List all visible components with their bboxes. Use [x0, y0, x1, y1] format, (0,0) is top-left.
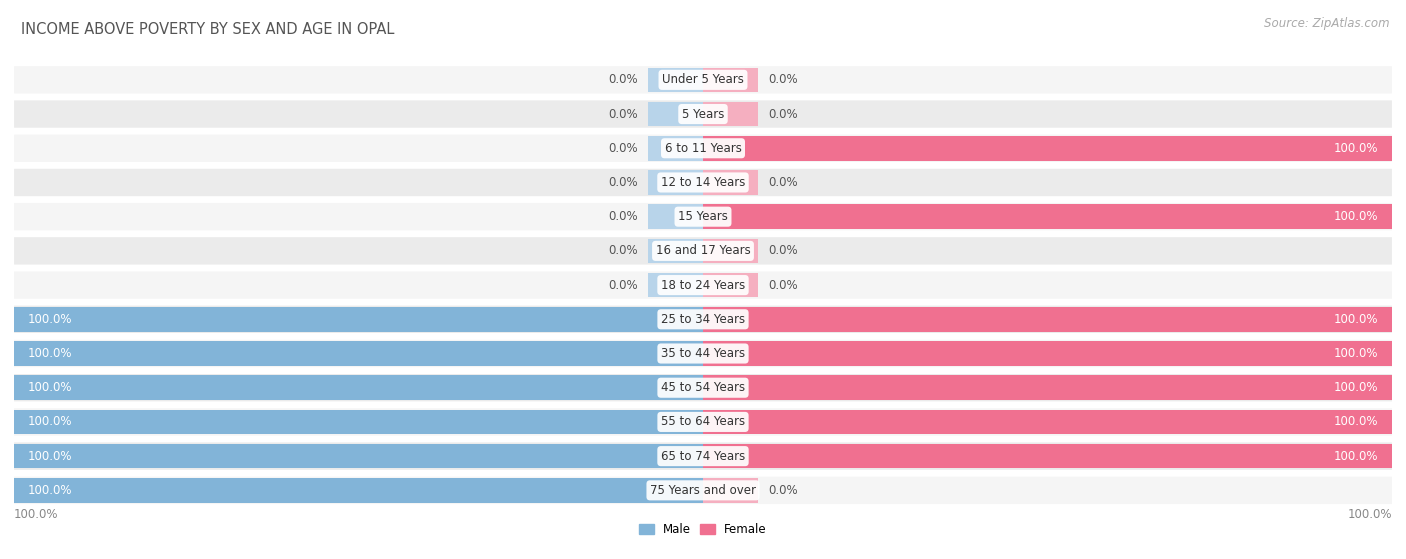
- Bar: [703, 205, 1392, 229]
- Text: 55 to 64 Years: 55 to 64 Years: [661, 415, 745, 428]
- Text: 0.0%: 0.0%: [607, 142, 637, 155]
- Legend: Male, Female: Male, Female: [640, 523, 766, 536]
- Text: 0.0%: 0.0%: [769, 278, 799, 292]
- Text: 100.0%: 100.0%: [1334, 449, 1378, 463]
- Text: 0.0%: 0.0%: [769, 107, 799, 121]
- Text: 100.0%: 100.0%: [1334, 381, 1378, 394]
- Text: 100.0%: 100.0%: [1334, 210, 1378, 223]
- FancyBboxPatch shape: [14, 272, 1392, 299]
- Bar: [648, 205, 703, 229]
- Text: Source: ZipAtlas.com: Source: ZipAtlas.com: [1264, 17, 1389, 30]
- Bar: [14, 341, 703, 366]
- Bar: [648, 68, 703, 92]
- Text: 12 to 14 Years: 12 to 14 Years: [661, 176, 745, 189]
- FancyBboxPatch shape: [14, 169, 1392, 196]
- FancyBboxPatch shape: [14, 203, 1392, 230]
- Text: 0.0%: 0.0%: [607, 73, 637, 86]
- Bar: [648, 239, 703, 263]
- Bar: [703, 170, 758, 195]
- Text: 0.0%: 0.0%: [769, 176, 799, 189]
- Bar: [703, 376, 1392, 400]
- Text: 75 Years and over: 75 Years and over: [650, 484, 756, 497]
- Text: 35 to 44 Years: 35 to 44 Years: [661, 347, 745, 360]
- Text: 0.0%: 0.0%: [769, 73, 799, 86]
- Text: 0.0%: 0.0%: [607, 176, 637, 189]
- Text: 0.0%: 0.0%: [607, 107, 637, 121]
- Text: 45 to 54 Years: 45 to 54 Years: [661, 381, 745, 394]
- Text: 18 to 24 Years: 18 to 24 Years: [661, 278, 745, 292]
- Bar: [648, 102, 703, 126]
- Text: 5 Years: 5 Years: [682, 107, 724, 121]
- Text: 100.0%: 100.0%: [28, 347, 72, 360]
- Bar: [703, 444, 1392, 468]
- Text: 16 and 17 Years: 16 and 17 Years: [655, 244, 751, 257]
- FancyBboxPatch shape: [14, 135, 1392, 162]
- FancyBboxPatch shape: [14, 237, 1392, 264]
- Bar: [703, 341, 1392, 366]
- Text: 100.0%: 100.0%: [1334, 415, 1378, 428]
- Text: 100.0%: 100.0%: [1334, 347, 1378, 360]
- Text: 100.0%: 100.0%: [14, 508, 59, 521]
- Text: 100.0%: 100.0%: [28, 381, 72, 394]
- FancyBboxPatch shape: [14, 340, 1392, 367]
- Text: 100.0%: 100.0%: [28, 313, 72, 326]
- Text: 0.0%: 0.0%: [607, 210, 637, 223]
- Bar: [703, 478, 758, 503]
- Bar: [14, 444, 703, 468]
- Bar: [703, 102, 758, 126]
- Bar: [648, 273, 703, 297]
- FancyBboxPatch shape: [14, 408, 1392, 435]
- Text: 25 to 34 Years: 25 to 34 Years: [661, 313, 745, 326]
- Text: 0.0%: 0.0%: [769, 244, 799, 257]
- FancyBboxPatch shape: [14, 477, 1392, 504]
- Text: 65 to 74 Years: 65 to 74 Years: [661, 449, 745, 463]
- Text: Under 5 Years: Under 5 Years: [662, 73, 744, 86]
- Bar: [703, 239, 758, 263]
- Text: 0.0%: 0.0%: [769, 484, 799, 497]
- Text: 0.0%: 0.0%: [607, 278, 637, 292]
- Bar: [14, 410, 703, 434]
- Text: 15 Years: 15 Years: [678, 210, 728, 223]
- FancyBboxPatch shape: [14, 442, 1392, 470]
- Bar: [703, 136, 1392, 160]
- Bar: [703, 68, 758, 92]
- Text: INCOME ABOVE POVERTY BY SEX AND AGE IN OPAL: INCOME ABOVE POVERTY BY SEX AND AGE IN O…: [21, 22, 395, 37]
- FancyBboxPatch shape: [14, 66, 1392, 93]
- Bar: [703, 273, 758, 297]
- Text: 6 to 11 Years: 6 to 11 Years: [665, 142, 741, 155]
- Text: 100.0%: 100.0%: [28, 449, 72, 463]
- Text: 100.0%: 100.0%: [1334, 142, 1378, 155]
- Bar: [703, 410, 1392, 434]
- Text: 100.0%: 100.0%: [1334, 313, 1378, 326]
- Text: 100.0%: 100.0%: [28, 415, 72, 428]
- FancyBboxPatch shape: [14, 101, 1392, 128]
- FancyBboxPatch shape: [14, 306, 1392, 333]
- Bar: [703, 307, 1392, 331]
- FancyBboxPatch shape: [14, 374, 1392, 401]
- Bar: [14, 307, 703, 331]
- Text: 100.0%: 100.0%: [28, 484, 72, 497]
- Bar: [648, 136, 703, 160]
- Bar: [648, 170, 703, 195]
- Text: 0.0%: 0.0%: [607, 244, 637, 257]
- Text: 100.0%: 100.0%: [1347, 508, 1392, 521]
- Bar: [14, 376, 703, 400]
- Bar: [14, 478, 703, 503]
